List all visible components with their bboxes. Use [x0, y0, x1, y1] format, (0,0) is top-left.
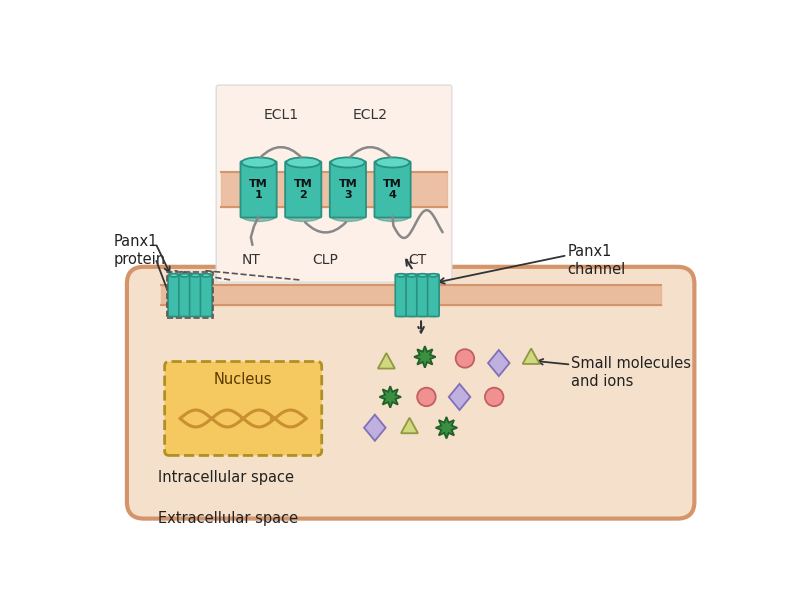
Ellipse shape	[408, 314, 416, 317]
Text: TM
3: TM 3	[338, 179, 357, 200]
Polygon shape	[488, 350, 509, 376]
Circle shape	[485, 388, 503, 406]
Text: Intracellular space: Intracellular space	[158, 470, 294, 485]
FancyBboxPatch shape	[165, 362, 322, 455]
Text: Nucleus: Nucleus	[214, 373, 272, 388]
Ellipse shape	[418, 274, 427, 277]
Ellipse shape	[287, 157, 320, 167]
Polygon shape	[523, 349, 540, 364]
FancyBboxPatch shape	[427, 274, 439, 316]
Text: Extracellular space: Extracellular space	[158, 511, 298, 526]
Ellipse shape	[418, 314, 427, 317]
Text: ECL2: ECL2	[353, 109, 388, 122]
FancyBboxPatch shape	[189, 274, 201, 316]
Polygon shape	[414, 346, 435, 368]
Ellipse shape	[331, 211, 365, 221]
FancyBboxPatch shape	[240, 161, 277, 218]
Ellipse shape	[429, 274, 438, 277]
Polygon shape	[449, 384, 470, 410]
Ellipse shape	[180, 314, 189, 317]
Ellipse shape	[242, 157, 275, 167]
FancyBboxPatch shape	[330, 161, 366, 218]
Ellipse shape	[408, 274, 416, 277]
Ellipse shape	[201, 274, 211, 277]
Polygon shape	[380, 386, 401, 408]
Text: Small molecules
and ions: Small molecules and ions	[572, 356, 691, 389]
Ellipse shape	[287, 211, 320, 221]
FancyBboxPatch shape	[406, 274, 418, 316]
Text: CT: CT	[408, 253, 427, 266]
Ellipse shape	[191, 274, 200, 277]
Ellipse shape	[180, 274, 189, 277]
Ellipse shape	[170, 314, 178, 317]
Ellipse shape	[242, 211, 275, 221]
Text: TM
4: TM 4	[383, 179, 402, 200]
FancyBboxPatch shape	[179, 274, 190, 316]
Text: ECL1: ECL1	[263, 109, 298, 122]
Ellipse shape	[170, 274, 178, 277]
FancyBboxPatch shape	[417, 274, 428, 316]
Text: CLP: CLP	[313, 253, 338, 266]
FancyBboxPatch shape	[201, 274, 212, 316]
Ellipse shape	[429, 314, 438, 317]
Polygon shape	[401, 418, 418, 433]
Polygon shape	[378, 353, 395, 368]
FancyBboxPatch shape	[374, 161, 411, 218]
FancyBboxPatch shape	[168, 274, 180, 316]
Circle shape	[455, 349, 474, 368]
Polygon shape	[364, 415, 385, 441]
Text: TM
2: TM 2	[294, 179, 313, 200]
Ellipse shape	[201, 314, 211, 317]
Ellipse shape	[396, 274, 406, 277]
Ellipse shape	[396, 314, 406, 317]
Ellipse shape	[376, 211, 409, 221]
FancyBboxPatch shape	[127, 267, 694, 518]
FancyBboxPatch shape	[217, 85, 452, 282]
Ellipse shape	[331, 157, 365, 167]
Ellipse shape	[191, 314, 200, 317]
Circle shape	[417, 388, 435, 406]
Text: NT: NT	[241, 253, 260, 266]
FancyBboxPatch shape	[285, 161, 322, 218]
Text: Panx1
protein: Panx1 protein	[114, 235, 166, 267]
Text: Panx1
channel: Panx1 channel	[568, 244, 626, 277]
Polygon shape	[435, 417, 457, 439]
Ellipse shape	[376, 157, 409, 167]
FancyBboxPatch shape	[396, 274, 407, 316]
Text: TM
1: TM 1	[249, 179, 268, 200]
